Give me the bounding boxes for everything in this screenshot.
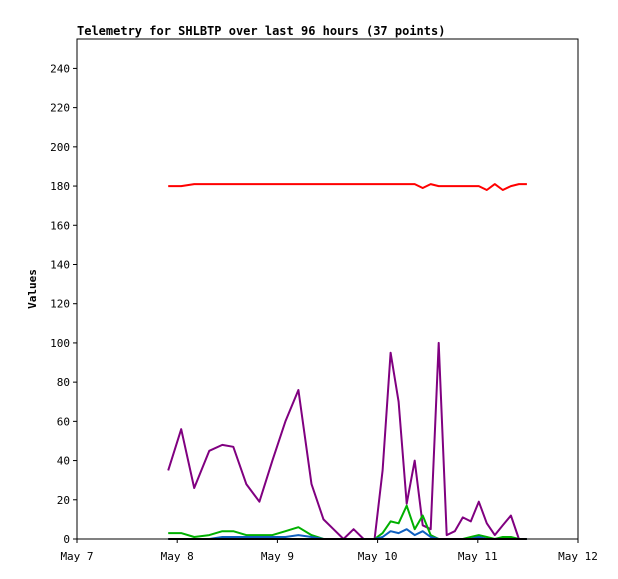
series-line-1 <box>168 183 527 191</box>
x-axis: May 7 May 8 May 9 May 10 May 11 May 12 <box>60 539 598 563</box>
y-tick-label: 20 <box>57 494 70 507</box>
x-tick-label: May 12 <box>558 550 598 563</box>
y-tick-label: 80 <box>57 376 70 389</box>
y-tick-label: 180 <box>50 180 70 193</box>
y-tick-label: 120 <box>50 298 70 311</box>
chart-title: Telemetry for SHLBTP over last 96 hours … <box>77 24 445 38</box>
y-tick-label: 140 <box>50 258 70 271</box>
x-tick-label: May 8 <box>161 550 194 563</box>
series-line-4 <box>168 528 527 540</box>
y-axis: 0 20 40 60 80 100 120 140 160 180 200 220 240 <box>50 62 77 546</box>
series-lines <box>167 183 527 540</box>
plot-area-frame <box>76 38 579 540</box>
x-tick-label: May 10 <box>358 550 398 563</box>
x-tick-label: May 11 <box>458 550 498 563</box>
x-tick-label: May 9 <box>261 550 294 563</box>
series-line-3 <box>168 504 527 540</box>
y-tick-label: 220 <box>50 102 70 115</box>
y-tick-label: 100 <box>50 337 70 350</box>
y-tick-label: 200 <box>50 141 70 154</box>
x-tick-label: May 7 <box>60 550 93 563</box>
y-tick-label: 40 <box>57 455 70 468</box>
series-line-2 <box>167 341 527 540</box>
y-axis-label: Values <box>26 269 39 309</box>
y-tick-label: 240 <box>50 62 70 75</box>
y-tick-label: 0 <box>63 533 70 546</box>
y-tick-label: 160 <box>50 219 70 232</box>
y-tick-label: 60 <box>57 415 70 428</box>
